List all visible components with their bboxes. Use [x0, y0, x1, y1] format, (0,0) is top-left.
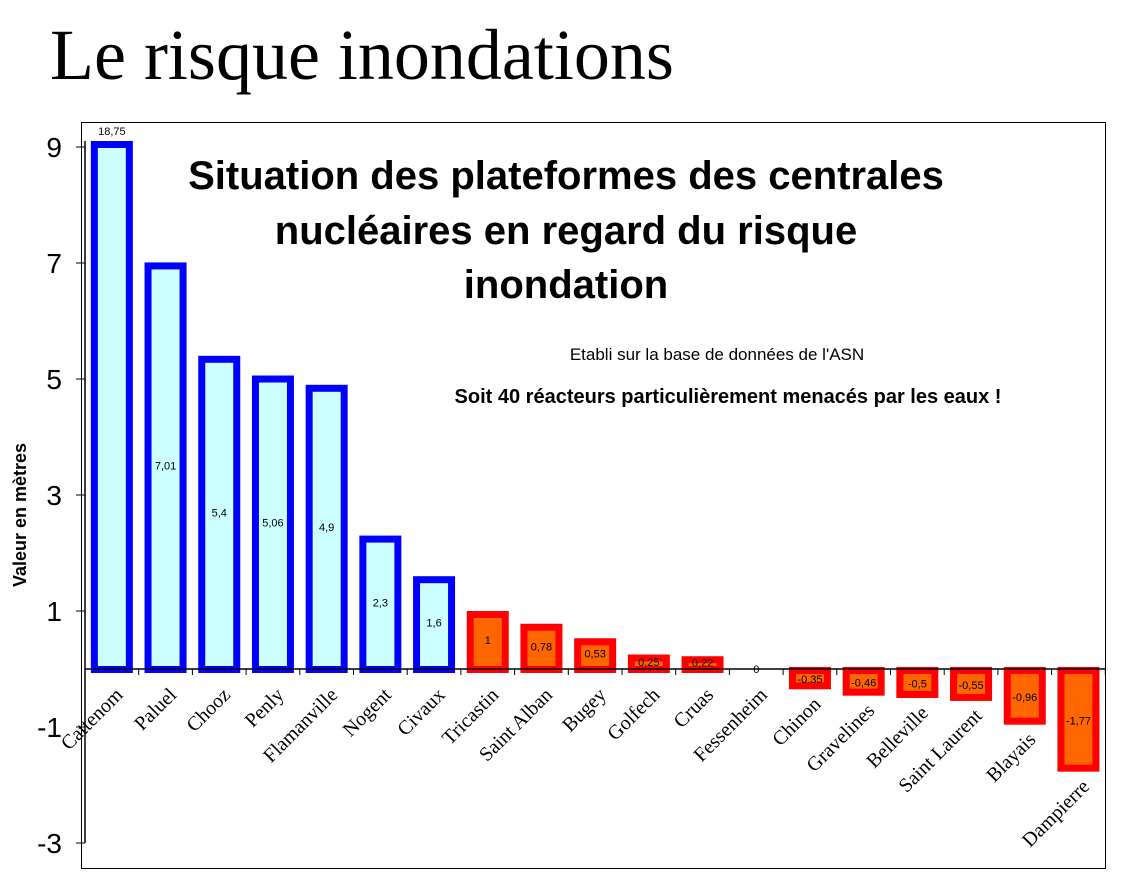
category-label: Cattenom: [57, 684, 128, 755]
data-label: 0,22: [692, 658, 713, 670]
category-label: Golfech: [603, 684, 664, 745]
bar-belleville: [896, 667, 939, 698]
category-label: Dampierre: [1018, 776, 1094, 852]
bar-tricastin: [466, 611, 509, 673]
data-label: -1,77: [1066, 715, 1091, 727]
y-tick-label: 3: [46, 480, 62, 511]
data-label: 0: [753, 664, 759, 676]
chart-annotation: Soit 40 réacteurs particulièrement menac…: [455, 386, 1002, 408]
data-label: 5,4: [212, 507, 227, 519]
y-tick-label: 5: [46, 364, 62, 395]
bar-nogent: [359, 535, 402, 673]
data-label: 1,6: [426, 618, 441, 630]
y-tick-label: -1: [37, 712, 62, 743]
data-label: 5,06: [262, 517, 283, 529]
category-label: Penly: [241, 684, 289, 732]
slide-title: Le risque inondations: [50, 15, 674, 95]
data-label: -0,5: [908, 679, 927, 691]
chart-title-line-3: inondation: [464, 263, 668, 307]
bar-saint-laurent: [950, 667, 993, 701]
data-label: -0,35: [797, 674, 822, 686]
category-label: Blayais: [982, 729, 1040, 787]
data-label: 2,3: [373, 597, 388, 609]
chart-title-line-2: nucléaires en regard du risque: [275, 209, 857, 253]
data-label: -0,55: [959, 680, 984, 692]
category-label: Paluel: [130, 684, 181, 735]
y-tick-label: 1: [46, 596, 62, 627]
y-tick-label: 7: [46, 248, 62, 279]
category-label: Chooz: [182, 684, 235, 737]
chart-title-line-1: Situation des plateformes des centrales: [188, 154, 944, 198]
bar-cattenom: [90, 141, 133, 673]
bar-dampierre: [1057, 667, 1100, 772]
y-tick-label: -3: [37, 828, 62, 859]
bar-penly: [251, 375, 294, 673]
bar-gravelines: [842, 667, 885, 696]
category-label: Bugey: [558, 684, 610, 736]
data-label: -0,46: [851, 677, 876, 689]
category-label: Nogent: [339, 684, 397, 742]
data-label: 4,9: [319, 522, 334, 534]
data-label: 7,01: [155, 461, 176, 473]
y-tick-label: 9: [46, 132, 62, 163]
data-label: 0,25: [638, 657, 659, 669]
bar-blayais: [1003, 667, 1046, 725]
data-label: 1: [485, 635, 491, 647]
bar-chinon: [788, 667, 831, 690]
category-label: Cruas: [670, 684, 719, 733]
category-label: Chinon: [768, 693, 825, 750]
data-label: 18,75: [98, 126, 126, 138]
data-label: 0,53: [584, 649, 605, 661]
chart-subtitle: Etabli sur la base de données de l'ASN: [570, 345, 864, 364]
data-label: 0,78: [531, 641, 552, 653]
data-label: -0,96: [1012, 692, 1037, 704]
y-axis-label: Valeur en mètres: [10, 443, 30, 587]
